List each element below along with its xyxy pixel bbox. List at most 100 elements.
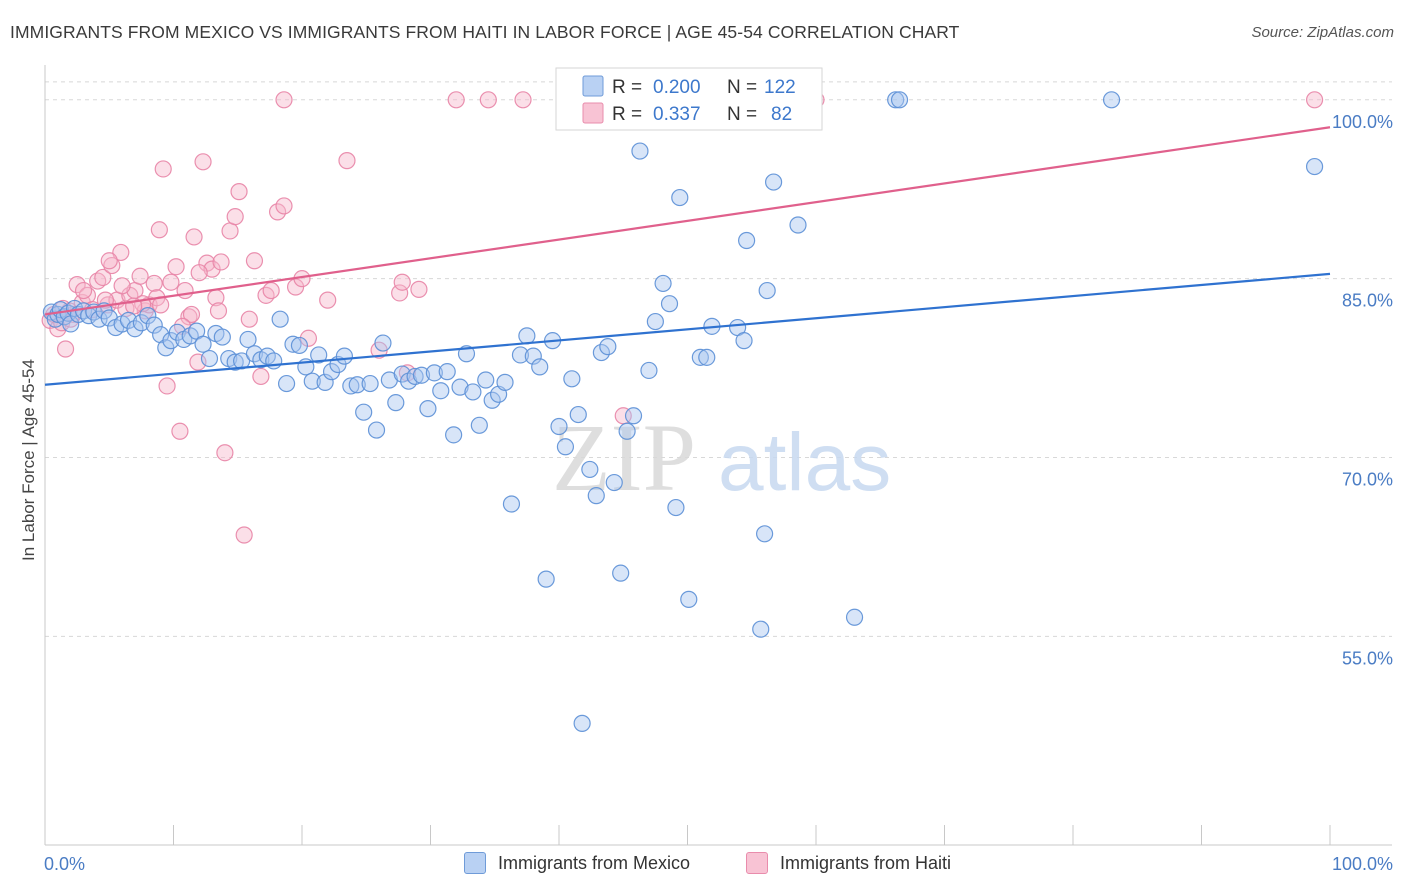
legend-label-haiti: Immigrants from Haiti [780,852,952,873]
legend-n-label-haiti: N = [727,104,757,125]
legend-n-value-mexico: 122 [764,77,796,98]
mexico-point [502,495,521,513]
mexico-point [233,352,251,370]
mexico-point [624,407,643,425]
mexico-point [1102,91,1121,109]
haiti-point [74,281,93,300]
mexico-point [213,328,231,346]
mexico-point [612,564,630,582]
haiti-point [94,268,112,287]
mexico-point [412,366,431,384]
mexico-point [226,353,244,371]
mexico-point [152,326,170,344]
haiti-point [194,153,212,171]
mexico-point [735,332,753,350]
mexico-point [581,460,599,479]
mexico-point [764,173,783,191]
haiti-point [240,310,258,328]
haiti-trend-line [44,126,1331,316]
mexico-point [145,316,163,334]
mexico-point [239,330,257,349]
mexico-point [438,363,456,381]
mexico-trend-line [44,272,1331,386]
tick-labels: 55.0% 70.0% 85.0% 100.0% 0.0% 100.0% [44,112,1393,874]
mexico-point [335,347,354,365]
legend-item-haiti[interactable]: Immigrants from Haiti [746,852,951,874]
haiti-point [212,253,230,271]
mexico-point [477,371,495,389]
watermark-atlas: atlas [718,417,891,508]
mexico-point [139,307,157,325]
haiti-point [410,280,428,298]
source-label: Source: ZipAtlas.com [1251,24,1394,41]
haiti-point [190,264,208,282]
mexico-point [168,323,186,341]
mexico-point [654,274,672,293]
mexico-point [432,382,450,400]
haiti-point [209,302,228,320]
mexico-point [406,367,424,386]
mexico-point [387,394,405,412]
haiti-point [262,281,280,300]
mexico-point [303,372,321,390]
legend-r-label-haiti: R = [612,104,642,125]
haiti-point [154,160,172,178]
y-tick-label: 55.0% [1342,648,1393,668]
mexico-point [537,570,555,588]
mexico-point [290,336,309,355]
legend-r-label-mexico: R = [612,77,642,98]
chart-title: IMMIGRANTS FROM MEXICO VS IMMIGRANTS FRO… [10,22,960,42]
mexico-point [126,320,144,338]
haiti-point [145,274,163,293]
haiti-point [235,526,253,544]
haiti-point [230,183,248,201]
haiti-point [56,340,75,358]
legend-swatch-haiti-bottom [746,852,768,874]
legend-box: R = 0.200 N = 122 R = 0.337 N = 82 [555,67,823,131]
mexico-point [310,346,328,364]
haiti-point [182,305,201,324]
mexico-point [348,376,366,394]
haiti-point [393,273,411,291]
haiti-point [112,243,130,262]
x-tick-label-max: 100.0% [1332,854,1393,874]
y-axis-label: In Labor Force | Age 45-54 [19,359,38,561]
mexico-point [680,590,698,608]
mexico-point [640,361,658,380]
haiti-point [113,277,131,295]
mexico-point [758,281,776,300]
haiti-point [257,286,275,304]
mexico-point [483,391,501,409]
mexico-point [361,374,379,393]
legend-r-value-mexico: 0.200 [653,77,701,98]
mexico-point [660,295,679,313]
haiti-point [216,444,234,462]
mexico-point [698,348,716,366]
haiti-point [268,203,287,221]
axes [44,65,1392,846]
haiti-point [176,281,194,300]
mexico-point [599,338,617,356]
mexico-point [618,422,636,440]
legend-item-mexico[interactable]: Immigrants from Mexico [464,852,690,874]
haiti-point [203,260,221,278]
mexico-point [573,714,591,732]
haiti-point [180,308,198,326]
mexico-point [518,327,536,345]
mexico-point [569,405,587,424]
haiti-point [100,252,118,270]
mexico-point [605,473,623,492]
legend-swatch-haiti [582,102,604,124]
mexico-point [550,417,568,436]
haiti-point [103,256,121,275]
mexico-point [464,383,482,401]
mexico-point [470,416,488,434]
haiti-point [252,367,270,386]
haiti-point [226,208,244,226]
mexico-point [646,312,664,331]
haiti-point [150,221,168,239]
mexico-point [316,373,334,391]
mexico-point [419,400,437,418]
mexico-point [592,343,611,362]
y-tick-label: 100.0% [1332,112,1393,132]
